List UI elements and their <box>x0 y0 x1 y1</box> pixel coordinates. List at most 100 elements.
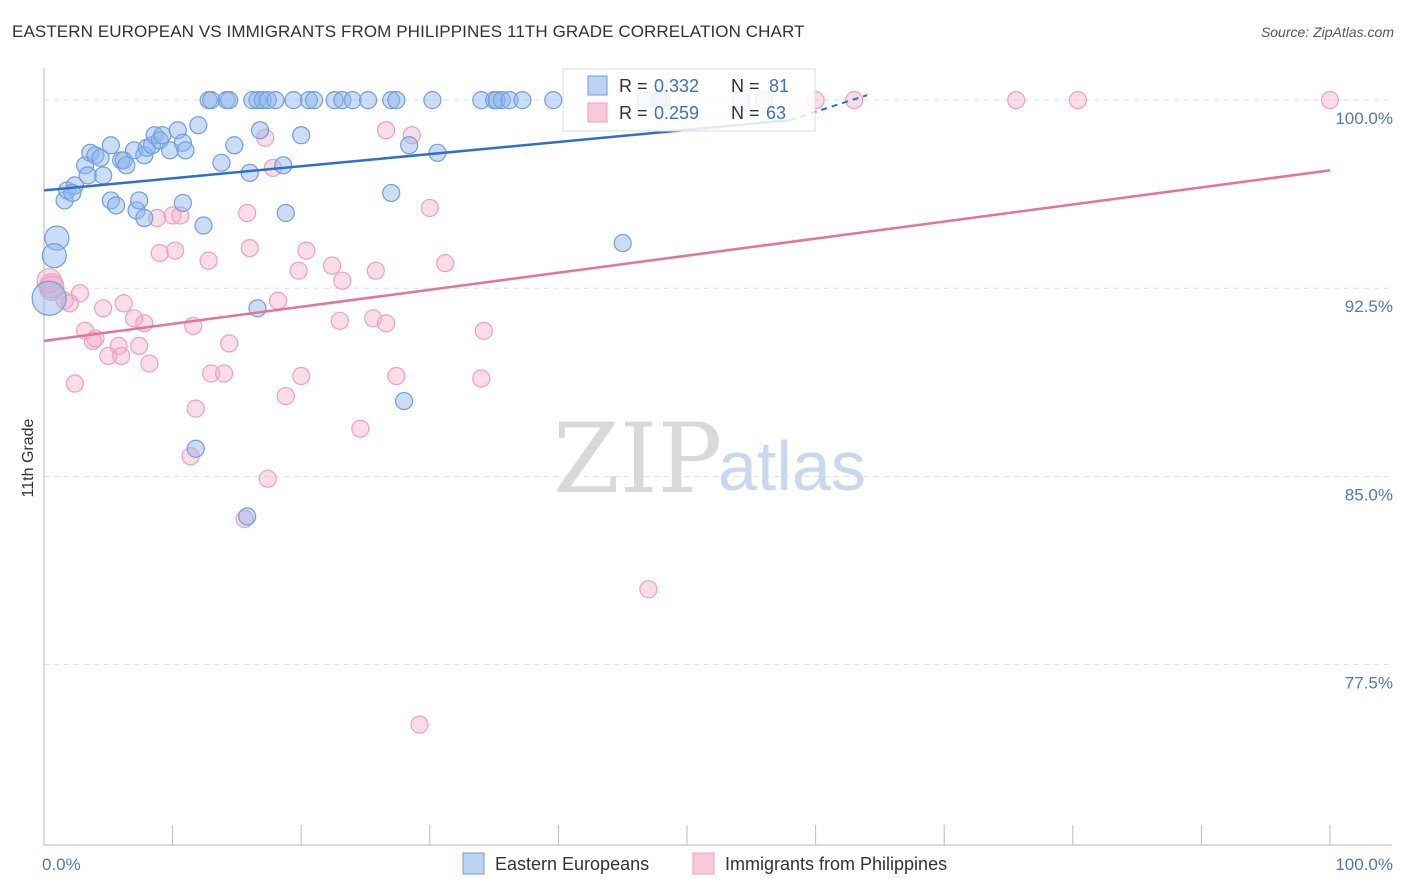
grid-lines <box>44 99 1392 665</box>
eastern-european-point-66 <box>400 136 419 155</box>
philippines-point-51 <box>387 366 406 386</box>
legend-blue-r-label: R = <box>619 76 648 96</box>
legend-blue-swatch <box>587 75 608 96</box>
series-legend: Eastern Europeans Immigrants from Philip… <box>462 852 947 875</box>
eastern-european-point-9 <box>284 91 303 110</box>
chart-title: EASTERN EUROPEAN VS IMMIGRANTS FROM PHIL… <box>12 22 805 41</box>
philippines-point-47 <box>140 354 159 373</box>
legend-pink-n-value: 63 <box>766 103 786 123</box>
legend-pink-swatch <box>587 102 608 123</box>
eastern-european-point-12 <box>325 91 344 110</box>
legend-blue-n-label: N = <box>731 76 760 96</box>
trend-lines <box>43 94 1331 343</box>
eastern-european-points <box>31 91 774 526</box>
philippines-points <box>36 91 1340 734</box>
philippines-point-50 <box>292 366 311 386</box>
y-tick-labels: 100.0% 92.5% 85.0% 77.5% <box>1335 109 1393 692</box>
eastern-european-point-1 <box>202 91 221 110</box>
philippines-point-14 <box>150 244 169 263</box>
eastern-european-point-4 <box>243 91 262 110</box>
philippines-point-16 <box>199 251 218 270</box>
y-tick-label-1: 92.5% <box>1345 297 1393 316</box>
eastern-european-point-69 <box>106 196 126 215</box>
eastern-european-point-17 <box>387 91 406 110</box>
bottom-legend-blue-swatch <box>462 852 485 875</box>
philippines-point-48 <box>202 364 221 383</box>
eastern-european-point-3 <box>220 91 239 110</box>
eastern-european-point-22 <box>492 91 511 110</box>
philippines-point-40 <box>83 331 102 350</box>
legend-pink-r-label: R = <box>619 103 648 123</box>
philippines-point-60 <box>639 580 658 599</box>
watermark-zip: ZIP <box>553 403 722 515</box>
philippines-point-11 <box>148 208 167 228</box>
philippines-point-37 <box>376 314 396 333</box>
philippines-point-22 <box>366 261 385 280</box>
eastern-european-point-42 <box>91 148 110 167</box>
philippines-point-62 <box>39 275 65 301</box>
eastern-european-point-52 <box>145 126 164 145</box>
philippines-point-43 <box>130 336 149 356</box>
eastern-european-point-54 <box>153 126 172 145</box>
eastern-european-point-73 <box>173 193 192 213</box>
eastern-european-point-39 <box>78 166 97 185</box>
bottom-legend-pink-label: Immigrants from Philippines <box>725 854 947 874</box>
chart-source: Source: ZipAtlas.com <box>1260 24 1394 40</box>
eastern-european-point-68 <box>101 191 120 210</box>
eastern-european-point-21 <box>487 91 506 110</box>
eastern-european-trend-line <box>43 118 790 192</box>
eastern-european-point-60 <box>212 153 231 172</box>
eastern-european-point-11 <box>304 91 324 110</box>
philippines-point-28 <box>60 294 79 313</box>
philippines-point-35 <box>330 311 349 330</box>
eastern-european-point-59 <box>189 116 208 135</box>
eastern-european-point-74 <box>194 216 213 235</box>
eastern-european-point-10 <box>299 91 319 110</box>
eastern-european-point-71 <box>130 191 149 210</box>
eastern-european-point-75 <box>276 203 295 223</box>
philippines-point-2 <box>1007 91 1026 110</box>
eastern-european-point-8 <box>266 91 285 110</box>
philippines-point-31 <box>114 294 133 313</box>
eastern-european-point-23 <box>500 91 519 110</box>
philippines-point-44 <box>220 334 239 353</box>
philippines-point-29 <box>94 299 113 318</box>
legend-pink-n-label: N = <box>731 103 760 123</box>
philippines-point-10 <box>238 203 257 223</box>
philippines-point-15 <box>166 241 185 260</box>
philippines-point-4 <box>1320 91 1340 110</box>
eastern-european-point-19 <box>472 91 491 110</box>
legend-blue-n-value: 81 <box>769 76 789 96</box>
philippines-point-49 <box>214 364 234 383</box>
eastern-european-point-25 <box>544 91 563 110</box>
eastern-european-point-58 <box>176 141 195 160</box>
watermark: ZIP atlas <box>553 403 866 515</box>
eastern-european-point-65 <box>292 126 311 145</box>
philippines-point-52 <box>472 369 491 388</box>
watermark-atlas: atlas <box>718 427 866 505</box>
philippines-point-53 <box>65 374 84 393</box>
philippines-point-12 <box>163 206 182 225</box>
eastern-european-point-77 <box>613 233 632 253</box>
philippines-point-18 <box>297 241 316 260</box>
eastern-european-point-24 <box>513 91 532 110</box>
eastern-european-point-47 <box>117 156 136 175</box>
bottom-legend-blue-label: Eastern Europeans <box>495 854 649 874</box>
philippines-point-58 <box>258 469 277 488</box>
bottom-legend-pink-swatch <box>692 852 715 875</box>
philippines-point-3 <box>1068 91 1088 110</box>
y-tick-label-0: 100.0% <box>1335 109 1393 128</box>
philippines-point-20 <box>322 256 342 275</box>
x-tick-left: 0.0% <box>42 855 81 874</box>
eastern-european-point-79 <box>394 391 414 411</box>
philippines-point-23 <box>436 254 455 273</box>
x-tick-right: 100.0% <box>1335 855 1393 874</box>
philippines-point-5 <box>376 121 396 140</box>
eastern-european-point-5 <box>248 91 267 110</box>
eastern-european-point-7 <box>258 91 277 110</box>
philippines-trend-line <box>43 169 1331 343</box>
eastern-european-point-13 <box>333 91 352 110</box>
philippines-point-56 <box>351 419 370 438</box>
philippines-point-34 <box>268 291 288 310</box>
